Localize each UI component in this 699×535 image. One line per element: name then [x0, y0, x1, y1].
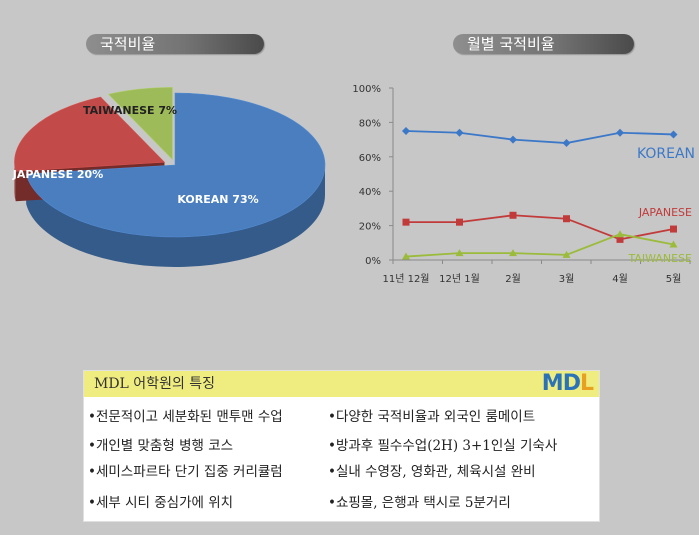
- x-tick-label: 11년 12월: [382, 273, 429, 285]
- data-point-taiwanese: [455, 249, 464, 257]
- y-tick-label: 40%: [359, 187, 381, 198]
- pie-side-korean: [26, 165, 326, 268]
- feature-item: •전문적이고 세분화된 맨투맨 수업: [88, 409, 283, 425]
- series-line-taiwanese: [405, 233, 674, 258]
- data-point-japanese: [402, 218, 410, 226]
- feature-item: •개인별 맞춤형 병행 코스: [88, 438, 234, 454]
- data-point-taiwanese: [669, 240, 678, 248]
- series-label-taiwanese: TAIWANESE: [627, 252, 692, 265]
- feature-item: •실내 수영장, 영화관, 체육시설 완비: [328, 464, 536, 480]
- data-point-taiwanese: [616, 230, 624, 238]
- feature-item: •세미스파르타 단기 집중 커리큘럼: [88, 464, 283, 480]
- mdl-logo: MDL: [541, 371, 594, 396]
- data-point-korean: [669, 130, 678, 139]
- data-point-korean: [402, 127, 410, 135]
- features-header: MDL 어학원의 특징 MDL: [84, 371, 599, 397]
- data-point-japanese: [563, 215, 570, 223]
- feature-item: •방과후 필수수업(2H) 3+1인실 기숙사: [328, 438, 558, 454]
- series-line-japanese: [406, 214, 674, 241]
- pie-chart-title: 국적비율: [100, 35, 156, 53]
- data-point-korean: [616, 128, 624, 137]
- feature-item: •세부 시티 중심가에 위치: [88, 495, 234, 511]
- y-tick-label: 80%: [359, 118, 381, 129]
- data-point-japanese: [509, 211, 517, 219]
- data-point-korean: [562, 139, 571, 148]
- x-tick-label: 12년 1월: [439, 273, 480, 285]
- feature-item: •쇼핑몰, 은행과 택시로 5분거리: [328, 495, 511, 511]
- pie-label-korean: KOREAN 73%: [177, 193, 258, 206]
- y-tick-label: 20%: [359, 222, 381, 233]
- data-point-taiwanese: [402, 252, 410, 260]
- data-point-japanese: [456, 218, 463, 226]
- pie-chart: KOREAN 73% JAPANESE 20% TAIWANESE 7%: [12, 87, 326, 268]
- series-label-korean: KOREAN: [637, 146, 695, 162]
- pie-label-japanese: JAPANESE 20%: [12, 168, 104, 181]
- x-tick-label: 3월: [559, 273, 575, 285]
- series-line-korean: [405, 130, 674, 144]
- series-label-japanese: JAPANESE: [638, 206, 692, 219]
- data-point-japanese: [670, 225, 677, 233]
- features-title: MDL 어학원의 특징: [94, 376, 216, 392]
- data-point-taiwanese: [509, 249, 517, 257]
- line-chart-title-bar: 월별 국적비율: [453, 34, 634, 54]
- pie-slice-japanese: [14, 96, 166, 172]
- pie-slice-taiwanese: [107, 87, 173, 161]
- features-panel: MDL 어학원의 특징 MDL •전문적이고 세분화된 맨투맨 수업 •개인별 …: [83, 370, 600, 522]
- pie-side-japanese: [14, 162, 16, 202]
- pie-slice-korean: [25, 92, 326, 238]
- pie-label-taiwanese: TAIWANESE 7%: [83, 104, 177, 117]
- line-chart-title: 월별 국적비율: [467, 35, 555, 53]
- feature-item: •다양한 국적비율과 외국인 룸메이트: [328, 409, 536, 425]
- line-chart: 0% 20% 40% 60% 80% 100% 11년 12월 12년 1월 2월 3월 4월 5월 K…: [352, 84, 695, 285]
- x-tick-label: 5월: [666, 273, 682, 285]
- x-tick-label: 4월: [612, 273, 628, 285]
- data-point-korean: [509, 135, 517, 144]
- y-tick-label: 0%: [365, 256, 381, 267]
- data-point-taiwanese: [562, 250, 571, 258]
- y-tick-label: 60%: [359, 153, 381, 164]
- x-tick-label: 2월: [505, 273, 521, 285]
- pie-chart-title-bar: 국적비율: [86, 34, 264, 54]
- data-point-japanese: [616, 235, 624, 243]
- y-tick-label: 100%: [352, 84, 381, 95]
- data-point-korean: [455, 128, 464, 137]
